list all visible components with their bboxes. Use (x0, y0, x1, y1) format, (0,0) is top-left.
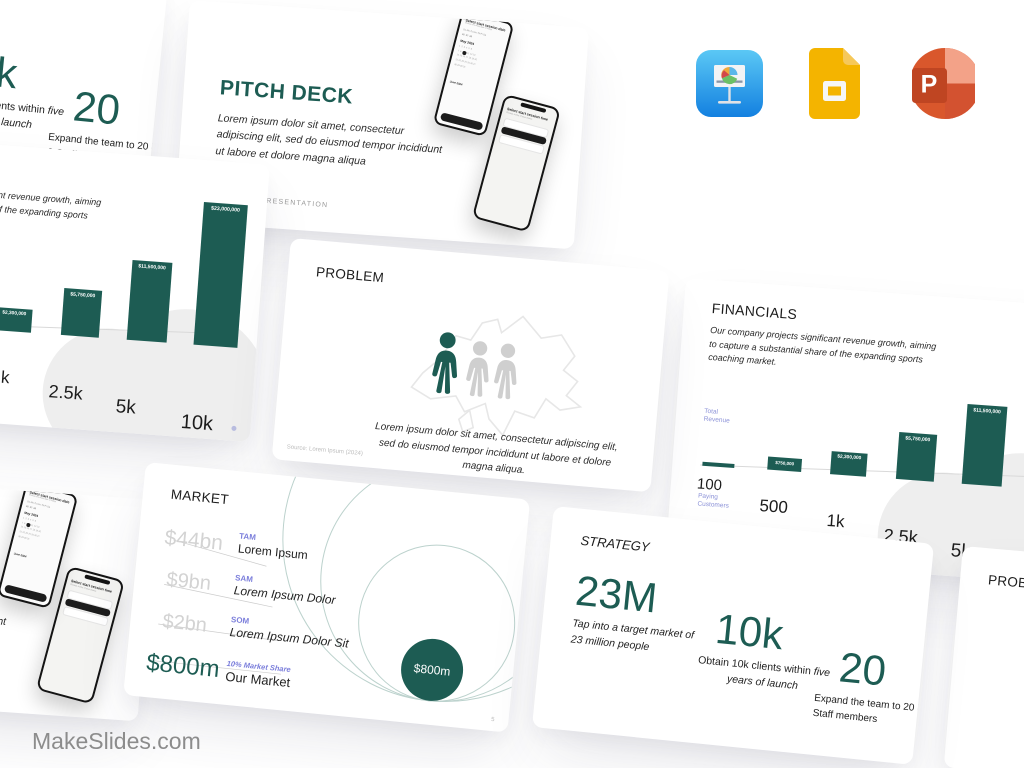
svg-text:P: P (921, 70, 938, 98)
